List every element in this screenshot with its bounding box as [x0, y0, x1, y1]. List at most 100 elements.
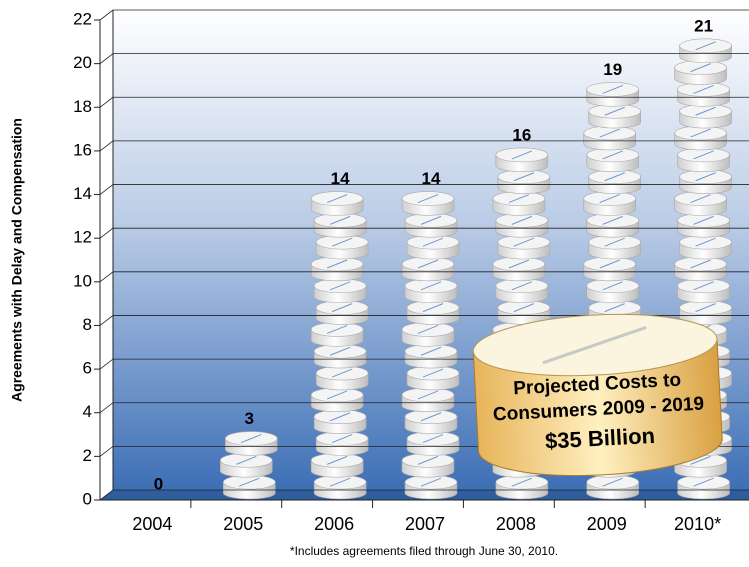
y-tick-label: 18 — [73, 97, 92, 116]
pill-score — [693, 477, 714, 487]
pill-score — [331, 303, 353, 313]
pill-score — [602, 215, 623, 225]
pill-score — [690, 128, 711, 138]
pill-score — [602, 84, 623, 94]
grid-line — [99, 489, 749, 501]
pill-score — [604, 106, 625, 116]
x-tick-label: 2008 — [496, 514, 536, 534]
pill-score — [326, 194, 348, 204]
grid-line — [99, 140, 749, 152]
pill-score — [602, 150, 623, 160]
pill-score — [693, 150, 714, 160]
pill-score — [329, 477, 351, 487]
pill-score — [329, 281, 351, 291]
pill-score — [420, 477, 442, 487]
y-tick-label: 6 — [83, 359, 92, 378]
y-tick-label: 14 — [73, 184, 92, 203]
value-label: 21 — [694, 16, 713, 35]
footnote: *Includes agreements filed through June … — [290, 544, 558, 558]
pill-score — [690, 455, 711, 465]
pill-score — [511, 150, 533, 160]
value-label: 19 — [603, 60, 622, 79]
x-tick-label: 2009 — [587, 514, 627, 534]
callout-amount: $35 Billion — [544, 423, 655, 454]
pill-score — [511, 215, 533, 225]
grid-line — [99, 184, 749, 195]
y-axis-title: Agreements with Delay and Compensation — [9, 118, 25, 402]
pill-score — [417, 194, 439, 204]
pill-score — [695, 41, 716, 51]
x-tick-label: 2004 — [132, 514, 172, 534]
pill-stack — [401, 191, 460, 500]
value-label: 3 — [245, 409, 254, 428]
pill-score — [599, 128, 620, 138]
y-tick-label: 8 — [83, 315, 92, 334]
callout-score — [542, 325, 647, 365]
pill-score — [693, 215, 714, 225]
pill-score — [693, 84, 714, 94]
pill-score — [604, 303, 625, 313]
pill-score — [326, 390, 348, 400]
pill-score — [604, 237, 625, 247]
callout: Projected Costs to Consumers 2009 - 2019… — [472, 313, 723, 477]
pill-score — [604, 172, 625, 182]
pill-score — [422, 434, 444, 444]
pill-score — [326, 259, 348, 269]
pill-score — [513, 303, 535, 313]
pill-score — [417, 390, 439, 400]
pill-score — [326, 455, 348, 465]
pill-stack — [219, 431, 278, 500]
pill-score — [695, 237, 716, 247]
y-tick-label: 12 — [73, 228, 92, 247]
pill-score — [602, 281, 623, 291]
y-tick-label: 10 — [73, 271, 92, 290]
y-tick-label: 4 — [83, 402, 92, 421]
pill-score — [422, 303, 444, 313]
pill-score — [417, 259, 439, 269]
y-tick-label: 16 — [73, 140, 92, 159]
pill-score — [239, 477, 260, 487]
x-tick-label: 2006 — [314, 514, 354, 534]
pill-score — [690, 259, 711, 269]
pill-score — [236, 455, 257, 465]
value-label: 14 — [331, 169, 350, 188]
pill-score — [695, 106, 716, 116]
grid-line — [99, 9, 749, 21]
pill-score — [417, 324, 439, 334]
pill-score — [329, 412, 351, 422]
grid-line — [99, 96, 749, 108]
y-tick-label: 22 — [73, 9, 92, 28]
pill-score — [241, 434, 262, 444]
pill-score — [422, 237, 444, 247]
pill-score — [695, 172, 716, 182]
value-label: 16 — [512, 125, 531, 144]
pill-score — [690, 194, 711, 204]
x-tick-label: 2007 — [405, 514, 445, 534]
pill-score — [602, 477, 623, 487]
pill-score — [420, 281, 442, 291]
pill-score — [331, 237, 353, 247]
value-label: 14 — [422, 169, 441, 188]
value-label: 0 — [154, 474, 163, 493]
pill-score — [508, 259, 530, 269]
y-tick-label: 0 — [83, 489, 92, 508]
grid-line — [99, 227, 749, 239]
pill-score — [417, 455, 439, 465]
pill-score — [690, 63, 711, 73]
pill-score — [422, 368, 444, 378]
x-tick-label: 2005 — [223, 514, 263, 534]
pill-score — [695, 303, 716, 313]
pill-score — [508, 194, 530, 204]
x-tick-label: 2010* — [674, 514, 721, 534]
pill-score — [599, 194, 620, 204]
pill-score — [693, 281, 714, 291]
pill-stack — [310, 191, 369, 500]
y-tick-label: 2 — [83, 446, 92, 465]
pill-score — [420, 412, 442, 422]
pill-score — [511, 477, 533, 487]
grid-line — [99, 271, 749, 283]
grid-line — [99, 53, 749, 64]
y-tick-label: 20 — [73, 53, 92, 72]
